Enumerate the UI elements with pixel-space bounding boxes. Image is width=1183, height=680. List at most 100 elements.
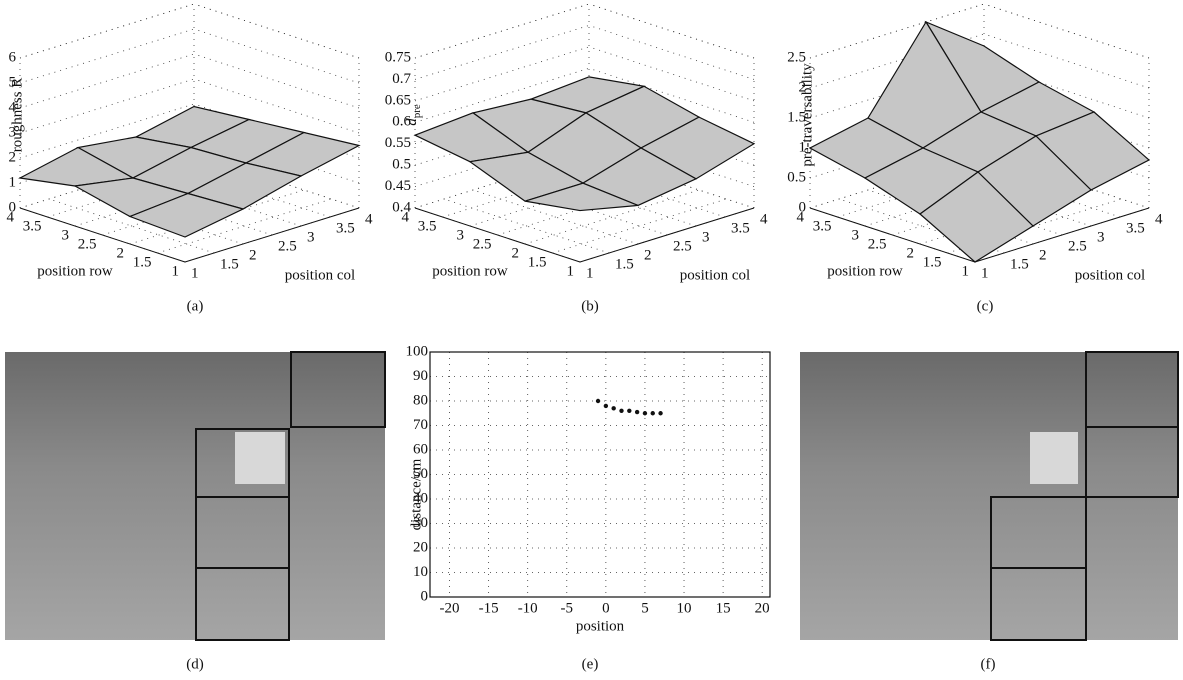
z-tick-label: 1: [799, 139, 807, 155]
z-tick-label: 2: [799, 79, 807, 95]
grid-line: [193, 78, 360, 134]
box-edge: [19, 3, 195, 59]
point: [650, 411, 655, 416]
y-tick-label: 2.5: [1068, 238, 1087, 254]
grid-line: [193, 3, 360, 59]
grid-line: [414, 110, 590, 166]
window: [990, 567, 1087, 641]
photo-d: (d): [5, 351, 386, 672]
y-tick-label: 1: [981, 265, 989, 281]
grid-line: [588, 46, 755, 102]
y-tick-label: 20: [413, 539, 428, 555]
x-axis-label: position row: [827, 263, 903, 279]
point: [619, 408, 624, 413]
surface-panel: 0 0.5 1 1.5 2 2.5 1 1.5 2 2.5 3 3.5 4 1 1.5 2 2.5 3 3.5 4 pr…: [787, 3, 1163, 314]
y-tick-label: 60: [413, 441, 428, 457]
z-tick-label: 0.55: [385, 135, 411, 151]
point: [611, 406, 616, 411]
grid-line: [193, 53, 360, 109]
x-tick-label: 1: [567, 263, 575, 279]
grid-line: [524, 189, 700, 245]
caption: (f): [981, 656, 996, 672]
y-tick-label: 3.5: [731, 220, 750, 236]
z-axis-label: dpre: [404, 104, 422, 126]
window: [290, 351, 386, 428]
z-label-main: d: [404, 118, 420, 126]
z-tick-label: 2.5: [787, 49, 806, 65]
grid-line: [443, 198, 610, 254]
x-tick-label: 3.5: [418, 218, 437, 234]
axis-line: [809, 207, 976, 263]
y-tick-label: 3.5: [1126, 220, 1145, 236]
z-tick-label: 0: [9, 199, 17, 215]
z-tick-label: 0.75: [385, 49, 411, 65]
z-tick-label: 5: [9, 74, 17, 90]
x-tick-label: -20: [440, 600, 460, 616]
grid-line: [414, 132, 590, 187]
y-axis-label: position col: [285, 267, 355, 283]
z-axis-label: roughness R: [9, 78, 25, 153]
point: [642, 411, 648, 416]
x-tick-label: 1: [172, 263, 180, 279]
grid-line: [588, 3, 755, 59]
y-tick-label: 3: [702, 229, 710, 245]
grid-line: [19, 103, 195, 159]
y-tick-label: 1.5: [1010, 256, 1029, 272]
grid-line: [414, 46, 590, 102]
grid-line: [838, 198, 1005, 254]
grid-line: [892, 180, 1067, 236]
grid-line: [157, 198, 332, 254]
grid-line: [48, 198, 215, 254]
point: [634, 409, 640, 415]
y-tick-label: 4: [760, 211, 768, 227]
caption: (b): [581, 298, 599, 314]
grid-line: [19, 3, 195, 59]
axis-line: [19, 207, 186, 263]
y-tick-label: 80: [413, 392, 428, 408]
x-axis-label: position row: [37, 263, 113, 279]
point: [658, 411, 663, 416]
caption: (e): [582, 656, 599, 672]
y-tick-label: 1.5: [615, 256, 634, 272]
x-tick-label: 15: [716, 600, 731, 616]
x-tick-label: 5: [641, 600, 649, 616]
x-tick-label: 1.5: [528, 254, 547, 270]
grid-line: [588, 25, 755, 80]
grid-line: [864, 171, 1040, 227]
grid-line: [809, 63, 985, 119]
y-tick-label: 3.5: [336, 220, 355, 236]
x-tick-label: -10: [518, 600, 538, 616]
z-tick-label: 0: [799, 199, 807, 215]
x-tick-label: 2: [907, 245, 915, 261]
y-tick-label: 1.5: [220, 256, 239, 272]
x-axis-label: position row: [432, 263, 508, 279]
box-object: [1030, 432, 1078, 484]
y-tick-label: 2.5: [278, 238, 297, 254]
x-tick-label: 4: [402, 209, 410, 225]
surface-patch: [524, 182, 639, 212]
x-tick-label: -5: [561, 600, 574, 616]
grid-line: [414, 3, 590, 59]
x-tick-label: 3.5: [23, 218, 42, 234]
grid-line: [19, 153, 195, 209]
y-tick-label: 4: [365, 211, 373, 227]
y-tick-label: 10: [413, 564, 428, 580]
surface-patch: [128, 192, 245, 238]
z-tick-label: 0.4: [392, 199, 411, 215]
grid-line: [74, 171, 250, 227]
y-tick-label: 2: [644, 247, 652, 263]
z-tick-label: 0.45: [385, 178, 411, 194]
grid-line: [469, 171, 645, 227]
axis-line: [184, 207, 360, 263]
y-tick-label: 4: [1155, 211, 1163, 227]
point: [595, 398, 601, 404]
x-tick-label: 20: [755, 600, 770, 616]
y-tick-label: 30: [413, 515, 428, 531]
x-tick-label: 0: [602, 600, 610, 616]
grid-line: [129, 189, 305, 245]
y-tick-label: 1: [586, 265, 594, 281]
grid-line: [19, 28, 195, 84]
z-tick-label: 1.5: [787, 109, 806, 125]
z-tick-label: 2: [9, 149, 17, 165]
